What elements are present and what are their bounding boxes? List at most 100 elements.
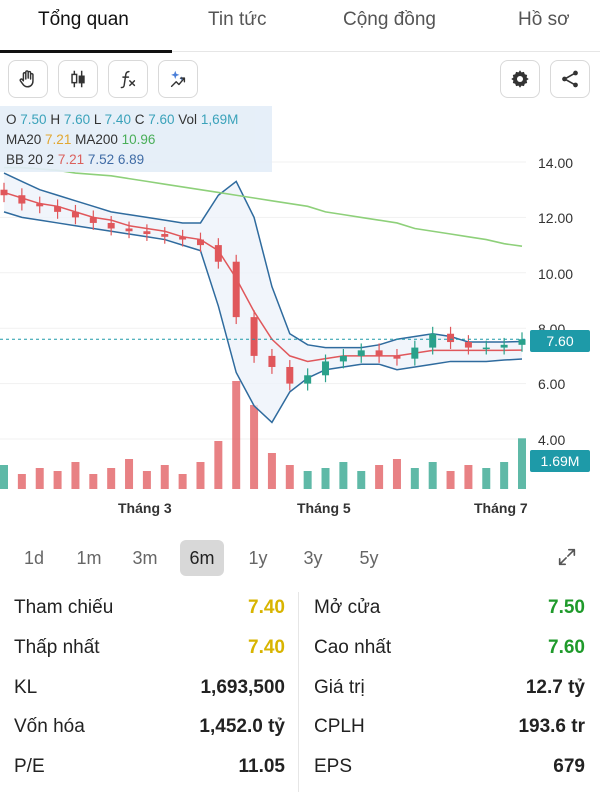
candle-body xyxy=(482,347,490,350)
candle-body xyxy=(161,234,169,237)
x-tick-label: Tháng 5 xyxy=(297,500,351,516)
period-6m[interactable]: 6m xyxy=(180,540,224,576)
candle-body xyxy=(36,203,44,207)
candle-body xyxy=(268,355,276,367)
stat-high: Cao nhất 7.60 xyxy=(314,637,585,658)
candle-body xyxy=(250,317,258,356)
stat-low: Thấp nhất 7.40 xyxy=(14,637,285,658)
period-selector: 1d 1m 3m 6m 1y 3y 5y xyxy=(0,536,600,576)
y-tick-label: 4.00 xyxy=(538,432,566,448)
share-button[interactable] xyxy=(550,60,590,98)
last-price-tag: 7.60 xyxy=(530,330,590,352)
stat-open: Mở cửa 7.50 xyxy=(314,597,585,618)
volume-bar xyxy=(428,462,437,489)
candle-body xyxy=(500,344,508,348)
volume-bar xyxy=(125,459,134,489)
period-1d[interactable]: 1d xyxy=(23,548,45,568)
volume-bar xyxy=(35,468,44,489)
volume-bar xyxy=(303,471,312,489)
price-chart[interactable] xyxy=(0,104,600,524)
y-tick-label: 10.00 xyxy=(538,266,574,282)
candle-body xyxy=(54,206,62,212)
candle-body xyxy=(322,361,330,376)
volume-bar xyxy=(321,468,330,489)
settings-button[interactable] xyxy=(500,60,540,98)
volume-bar xyxy=(53,471,62,489)
bollinger-lower-line xyxy=(3,211,523,424)
period-3m[interactable]: 3m xyxy=(132,548,158,568)
volume-bar xyxy=(464,465,473,489)
stat-volume: KL 1,693,500 xyxy=(14,677,285,698)
ma-line: MA20 7.21 MA200 10.96 xyxy=(6,132,156,147)
candlestick-button[interactable] xyxy=(58,60,98,98)
candle-body xyxy=(179,236,187,240)
function-icon xyxy=(120,70,136,89)
hand-icon xyxy=(19,70,34,88)
candle-body xyxy=(304,375,312,384)
y-tick-label: 14.00 xyxy=(538,155,574,171)
candle-body xyxy=(464,342,472,348)
y-tick-label: 6.00 xyxy=(538,376,566,392)
stat-value: Giá trị 12.7 tỷ xyxy=(314,677,585,698)
period-1m[interactable]: 1m xyxy=(76,548,102,568)
volume-bar xyxy=(178,474,187,489)
volume-bar xyxy=(410,468,419,489)
volume-bar xyxy=(232,381,241,489)
volume-bar xyxy=(518,438,526,489)
tab-overview[interactable]: Tổng quan xyxy=(38,9,129,30)
candle-body xyxy=(429,333,437,348)
candle-body xyxy=(286,366,294,384)
ohlc-line: O 7.50 H 7.60 L 7.40 C 7.60 Vol 1,69M xyxy=(6,112,239,127)
volume-bar xyxy=(267,453,276,489)
candlestick-icon xyxy=(71,70,85,88)
candle-body xyxy=(375,350,383,356)
stat-market-cap: Vốn hóa 1,452.0 tỷ xyxy=(14,716,285,737)
tab-news[interactable]: Tin tức xyxy=(208,9,267,30)
candle-body xyxy=(71,211,79,218)
ai-sparkle-icon xyxy=(170,70,186,88)
candle-body xyxy=(125,228,133,232)
volume-bar xyxy=(482,468,491,489)
top-tab-bar: Tổng quan Tin tức Cộng đồng Hồ sơ xyxy=(0,0,600,53)
volume-bar xyxy=(250,405,259,489)
candle-body xyxy=(447,333,455,343)
last-volume-tag: 1.69M xyxy=(530,450,590,472)
volume-bar xyxy=(500,462,509,489)
candle-body xyxy=(357,350,365,356)
candle-body xyxy=(232,261,240,318)
volume-bar xyxy=(142,471,151,489)
stat-pe: P/E 11.05 xyxy=(14,756,285,777)
candle-body xyxy=(214,245,222,262)
period-3y[interactable]: 3y xyxy=(303,548,323,568)
candle-body xyxy=(518,339,526,345)
period-5y[interactable]: 5y xyxy=(359,548,379,568)
volume-bar xyxy=(214,441,223,489)
x-tick-label: Tháng 3 xyxy=(118,500,172,516)
bb-line: BB 20 2 7.21 7.52 6.89 xyxy=(6,152,145,167)
chart-toolbar xyxy=(0,60,600,100)
candle-body xyxy=(107,222,115,229)
expand-icon[interactable] xyxy=(556,546,578,568)
ma200-line xyxy=(4,166,523,248)
tab-community[interactable]: Cộng đồng xyxy=(343,9,436,30)
stat-shares-outstanding: CPLH 193.6 tr xyxy=(314,716,585,737)
volume-bar xyxy=(196,462,205,489)
share-icon xyxy=(562,70,578,88)
indicator-button[interactable] xyxy=(108,60,148,98)
y-tick-label: 12.00 xyxy=(538,210,574,226)
hand-tool-button[interactable] xyxy=(8,60,48,98)
candle-body xyxy=(0,189,8,196)
volume-bar xyxy=(392,459,401,489)
volume-bar xyxy=(285,465,294,489)
tab-profile[interactable]: Hồ sơ xyxy=(518,9,570,30)
period-1y[interactable]: 1y xyxy=(248,548,268,568)
ai-analysis-button[interactable] xyxy=(158,60,198,98)
candle-body xyxy=(411,347,419,359)
volume-bar xyxy=(446,471,455,489)
volume-bar xyxy=(0,465,8,489)
candle-body xyxy=(196,239,204,246)
volume-bar xyxy=(357,471,366,489)
candle-body xyxy=(393,355,401,359)
bollinger-band-fill xyxy=(4,173,522,423)
candle-body xyxy=(89,217,97,223)
